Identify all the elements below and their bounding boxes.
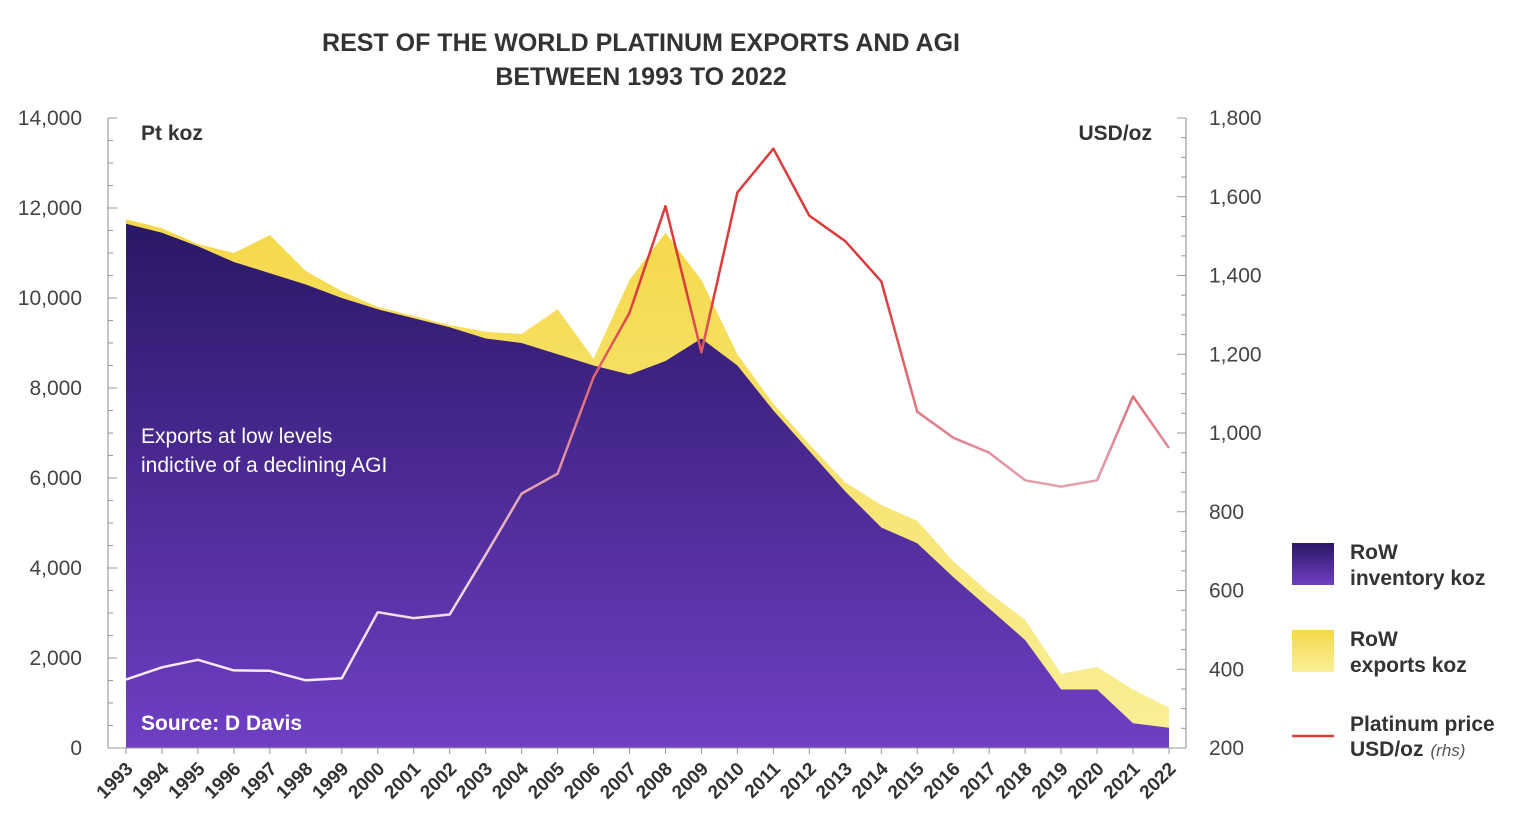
x-tick-label: 2008 [632,759,677,804]
legend-swatch-exports [1292,630,1334,672]
legend-swatch-inventory [1292,543,1334,585]
x-tick-label: 2018 [992,759,1037,804]
x-tick-label: 1998 [273,759,318,804]
legend-label-exports-1: RoW [1350,628,1398,651]
price-line [125,147,1171,682]
right-tick-label: 1,200 [1209,343,1262,366]
source-label: Source: D Davis [141,712,302,735]
x-tick-label: 2012 [776,759,821,804]
left-unit-label: Pt koz [141,122,203,145]
right-tick-label: 1,800 [1209,107,1262,130]
chart-title: REST OF THE WORLD PLATINUM EXPORTS AND A… [322,29,960,91]
annotation: Exports at low levels indictive of a dec… [141,425,387,477]
legend-label-price-2: USD/oz (rhs) [1350,738,1465,761]
right-tick-label: 600 [1209,580,1244,603]
x-tick-label: 2015 [884,758,929,803]
x-tick-label: 2022 [1136,759,1181,804]
annotation-line-1: Exports at low levels [141,425,332,448]
right-axis: 200 400 600 800 1,000 1,200 1,400 1,600 1,800 [1177,107,1262,760]
x-tick-label: 2021 [1100,758,1145,803]
x-tick-label: 2019 [1028,759,1073,804]
x-tick-label: 2005 [524,758,569,803]
x-tick-label: 2003 [452,759,497,804]
left-tick-label: 0 [70,737,82,760]
right-tick-label: 800 [1209,501,1244,524]
left-tick-label: 2,000 [29,647,82,670]
left-tick-label: 6,000 [29,467,82,490]
x-tick-label: 2007 [596,759,641,804]
annotation-line-2: indictive of a declining AGI [141,454,387,477]
x-tick-label: 2002 [416,759,461,804]
x-tick-label: 2013 [812,759,857,804]
legend-label-price-1: Platinum price [1350,713,1495,736]
left-tick-label: 14,000 [18,107,82,130]
x-tick-label: 2016 [920,759,965,804]
right-tick-label: 200 [1209,737,1244,760]
left-tick-label: 8,000 [29,377,82,400]
x-tick-label: 1994 [129,758,174,803]
x-tick-label: 2009 [668,759,713,804]
right-tick-label: 1,000 [1209,422,1262,445]
right-tick-label: 400 [1209,658,1244,681]
title-line-1: REST OF THE WORLD PLATINUM EXPORTS AND A… [322,29,960,57]
x-tick-label: 1996 [201,759,246,804]
x-tick-label: 2011 [741,758,785,802]
x-tick-label: 2004 [488,758,533,803]
x-tick-label: 1993 [93,759,138,804]
left-tick-label: 10,000 [18,287,82,310]
right-unit-label: USD/oz [1079,122,1153,145]
x-tick-label: 1999 [309,759,354,804]
legend-label-inventory-1: RoW [1350,541,1398,564]
right-tick-label: 1,400 [1209,265,1262,288]
x-tick-label: 2000 [345,759,390,804]
x-tick-label: 1997 [237,759,282,804]
legend-label-exports-2: exports koz [1350,654,1467,677]
x-tick-label: 2020 [1064,759,1109,804]
x-axis: 1993199419951996199719981999200020012002… [93,747,1186,804]
legend-label-price-unit: USD/oz [1350,738,1424,761]
legend-label-inventory-2: inventory koz [1350,567,1485,590]
left-axis: 0 2,000 4,000 6,000 8,000 10,000 12,000 14,000 [18,107,117,760]
inventory-area [126,223,1169,749]
x-tick-label: 2010 [704,759,749,804]
x-tick-label: 1995 [165,758,210,803]
x-tick-label: 2017 [956,759,1001,804]
x-tick-label: 2001 [381,758,426,803]
x-tick-label: 2014 [848,758,893,803]
x-tick-label: 2006 [560,759,605,804]
right-tick-label: 1,600 [1209,186,1262,209]
legend: RoW inventory koz RoW exports koz Platin… [1292,541,1495,761]
legend-label-price-rhs: (rhs) [1431,741,1466,760]
left-tick-label: 12,000 [18,197,82,220]
left-tick-label: 4,000 [29,557,82,580]
title-line-2: BETWEEN 1993 TO 2022 [495,63,786,91]
